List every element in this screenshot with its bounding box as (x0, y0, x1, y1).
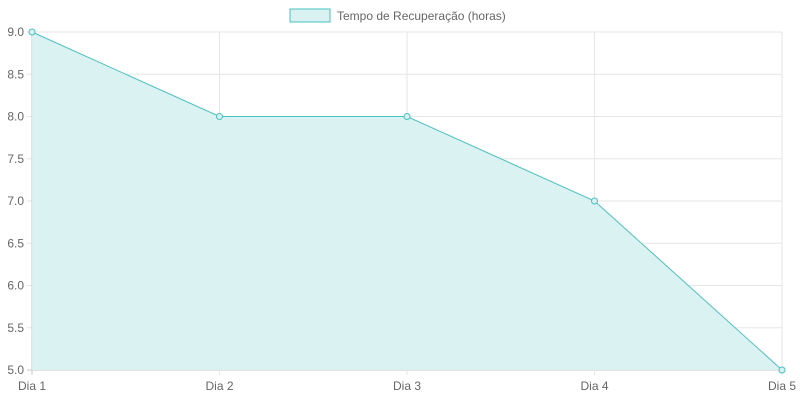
y-tick-label: 5.5 (7, 321, 24, 335)
x-tick-label: Dia 2 (205, 379, 233, 393)
data-point[interactable] (778, 366, 786, 374)
y-tick-label: 5.0 (7, 363, 24, 377)
y-tick-label: 6.0 (7, 279, 24, 293)
y-tick-label: 8.0 (7, 110, 24, 124)
x-tick-label: Dia 5 (768, 379, 796, 393)
y-tick-label: 7.0 (7, 194, 24, 208)
legend[interactable]: Tempo de Recuperação (horas) (289, 8, 506, 23)
legend-label[interactable]: Tempo de Recuperação (horas) (337, 9, 506, 23)
y-axis-ticks: 5.0 5.5 6.0 6.5 7.0 7.5 8.0 8.5 9.0 (7, 25, 24, 377)
y-tick-label: 8.5 (7, 67, 24, 81)
y-tick-label: 9.0 (7, 25, 24, 39)
y-tick-label: 7.5 (7, 152, 24, 166)
y-tick-label: 6.5 (7, 236, 24, 250)
x-tick-label: Dia 3 (393, 379, 421, 393)
data-point[interactable] (28, 28, 36, 36)
legend-swatch[interactable] (289, 8, 331, 23)
x-tick-label: Dia 1 (18, 379, 46, 393)
data-points (28, 28, 786, 374)
data-point[interactable] (403, 113, 411, 120)
data-point[interactable] (591, 197, 598, 205)
x-tick-label: Dia 4 (580, 379, 608, 393)
x-axis-ticks: Dia 1 Dia 2 Dia 3 Dia 4 Dia 5 (18, 379, 796, 393)
data-point[interactable] (216, 113, 223, 120)
